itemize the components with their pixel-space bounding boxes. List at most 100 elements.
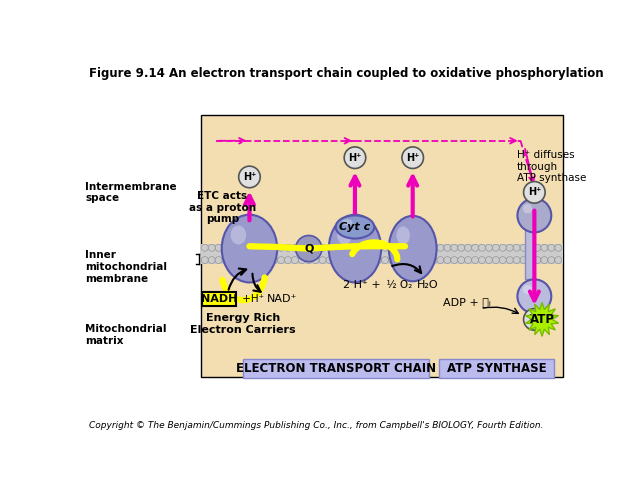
Circle shape [344, 147, 365, 168]
Circle shape [479, 257, 486, 264]
Ellipse shape [230, 226, 246, 244]
Text: H⁺: H⁺ [406, 153, 419, 163]
Circle shape [264, 257, 271, 264]
Circle shape [492, 244, 499, 251]
Circle shape [541, 244, 548, 251]
Circle shape [208, 244, 215, 251]
Circle shape [340, 257, 347, 264]
Circle shape [250, 257, 257, 264]
Circle shape [243, 257, 250, 264]
Circle shape [499, 257, 506, 264]
Circle shape [367, 244, 374, 251]
Circle shape [333, 257, 340, 264]
Circle shape [222, 257, 229, 264]
Text: H₂O: H₂O [417, 280, 439, 290]
Bar [201, 244, 563, 264]
Ellipse shape [517, 279, 551, 313]
Circle shape [347, 244, 354, 251]
Circle shape [264, 244, 271, 251]
Text: Intermembrane
space: Intermembrane space [86, 181, 177, 203]
Circle shape [333, 244, 340, 251]
Circle shape [472, 244, 479, 251]
Circle shape [524, 181, 545, 203]
Polygon shape [525, 302, 559, 336]
Circle shape [524, 309, 545, 330]
Circle shape [239, 166, 260, 188]
Circle shape [278, 244, 285, 251]
Circle shape [229, 257, 236, 264]
Circle shape [534, 244, 541, 251]
Circle shape [298, 244, 305, 251]
Circle shape [458, 244, 465, 251]
Circle shape [486, 244, 492, 251]
Circle shape [409, 244, 416, 251]
Circle shape [374, 244, 381, 251]
Text: ½ O₂: ½ O₂ [380, 280, 413, 290]
Circle shape [215, 244, 222, 251]
Circle shape [534, 257, 541, 264]
Text: Energy Rich
Electron Carriers: Energy Rich Electron Carriers [191, 313, 296, 335]
Circle shape [319, 257, 326, 264]
Circle shape [506, 244, 513, 251]
Ellipse shape [329, 215, 381, 282]
Ellipse shape [389, 216, 436, 281]
Text: ATP SYNTHASE: ATP SYNTHASE [447, 362, 547, 375]
Text: +H⁺: +H⁺ [239, 294, 264, 304]
Text: Figure 9.14 An electron transport chain coupled to oxidative phosphorylation: Figure 9.14 An electron transport chain … [90, 67, 604, 80]
Circle shape [437, 257, 444, 264]
Circle shape [305, 257, 312, 264]
Circle shape [555, 244, 562, 251]
Text: H⁺: H⁺ [348, 153, 362, 163]
Text: ATP: ATP [529, 313, 555, 326]
Circle shape [388, 244, 396, 251]
Ellipse shape [342, 219, 353, 226]
Circle shape [548, 257, 555, 264]
Text: H⁺: H⁺ [243, 172, 256, 182]
Circle shape [403, 257, 409, 264]
Circle shape [416, 244, 423, 251]
Text: NAD⁺: NAD⁺ [266, 294, 297, 304]
Circle shape [208, 257, 215, 264]
Circle shape [548, 244, 555, 251]
Circle shape [520, 244, 527, 251]
Circle shape [222, 244, 229, 251]
Circle shape [388, 257, 396, 264]
Circle shape [202, 257, 208, 264]
Ellipse shape [336, 216, 374, 239]
Circle shape [555, 257, 562, 264]
Circle shape [298, 257, 305, 264]
Circle shape [312, 257, 319, 264]
Circle shape [236, 257, 243, 264]
Text: 2 H⁺ +: 2 H⁺ + [342, 280, 380, 290]
Text: Q: Q [304, 243, 314, 253]
Circle shape [271, 244, 278, 251]
Circle shape [465, 244, 472, 251]
Bar [201, 115, 563, 377]
Circle shape [430, 244, 437, 251]
Text: Mitochondrial
matrix: Mitochondrial matrix [86, 324, 167, 346]
Circle shape [285, 244, 291, 251]
Circle shape [257, 244, 264, 251]
Circle shape [451, 257, 458, 264]
Circle shape [513, 257, 520, 264]
Circle shape [444, 257, 451, 264]
Circle shape [451, 244, 458, 251]
Text: NADH: NADH [201, 294, 237, 304]
Text: Copyright © The Benjamin/Cummings Publishing Co., Inc., from Campbell's BIOLOGY,: Copyright © The Benjamin/Cummings Publis… [90, 421, 544, 430]
Circle shape [312, 244, 319, 251]
Circle shape [527, 257, 534, 264]
Circle shape [291, 257, 298, 264]
Text: H⁺: H⁺ [527, 314, 541, 324]
Circle shape [296, 236, 322, 262]
Circle shape [430, 257, 437, 264]
Circle shape [423, 244, 430, 251]
Ellipse shape [517, 199, 551, 232]
Circle shape [215, 257, 222, 264]
Circle shape [458, 257, 465, 264]
Circle shape [492, 257, 499, 264]
Circle shape [409, 257, 416, 264]
Circle shape [541, 257, 548, 264]
Circle shape [520, 257, 527, 264]
Ellipse shape [523, 285, 532, 294]
Circle shape [347, 257, 354, 264]
